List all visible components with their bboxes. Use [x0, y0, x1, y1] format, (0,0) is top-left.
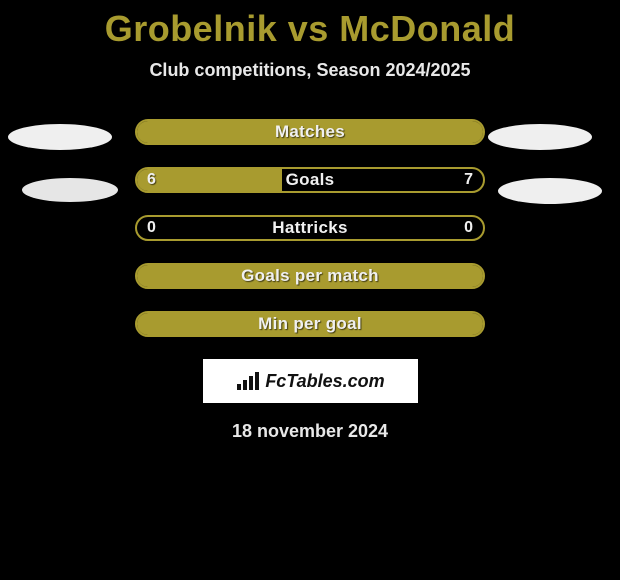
- stat-rows: Matches 67Goals 00Hattricks Goals per match…: [0, 119, 620, 337]
- bars-icon: [235, 370, 261, 392]
- side-ellipse: [498, 178, 602, 204]
- stat-row: Min per goal: [135, 311, 485, 337]
- stat-row: 67Goals: [135, 167, 485, 193]
- side-ellipse: [22, 178, 118, 202]
- logo-text: FcTables.com: [265, 371, 384, 392]
- title-player2: McDonald: [339, 8, 515, 49]
- logo-inner: FcTables.com: [235, 370, 384, 392]
- logo-box: FcTables.com: [203, 359, 418, 403]
- page-title: Grobelnik vs McDonald: [0, 0, 620, 50]
- date-line: 18 november 2024: [0, 421, 620, 442]
- stat-label: Goals: [137, 169, 483, 191]
- stat-row: Matches: [135, 119, 485, 145]
- title-vs: vs: [288, 8, 329, 49]
- side-ellipse: [488, 124, 592, 150]
- subtitle: Club competitions, Season 2024/2025: [0, 60, 620, 81]
- stat-row: Goals per match: [135, 263, 485, 289]
- title-player1: Grobelnik: [105, 8, 278, 49]
- stat-label: Hattricks: [137, 217, 483, 239]
- stat-label: Min per goal: [137, 313, 483, 335]
- stat-label: Matches: [137, 121, 483, 143]
- side-ellipse: [8, 124, 112, 150]
- stat-label: Goals per match: [137, 265, 483, 287]
- stat-row: 00Hattricks: [135, 215, 485, 241]
